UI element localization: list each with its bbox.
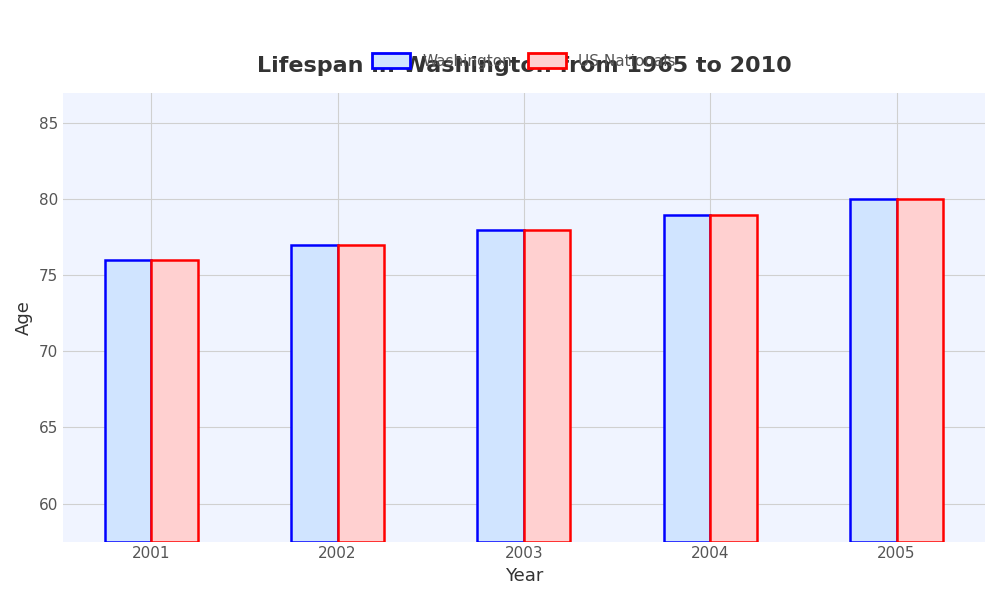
Bar (524, 230, 570, 542)
Bar (151, 260, 198, 542)
Bar (850, 199, 897, 542)
Bar (291, 245, 338, 542)
Bar (477, 230, 524, 542)
X-axis label: Year: Year (505, 567, 543, 585)
Bar (105, 260, 151, 542)
Bar (664, 215, 710, 542)
Title: Lifespan in Washington from 1965 to 2010: Lifespan in Washington from 1965 to 2010 (257, 56, 791, 76)
Bar (710, 215, 757, 542)
Legend: Washington, US Nationals: Washington, US Nationals (366, 47, 682, 75)
Bar (338, 245, 384, 542)
Bar (897, 199, 943, 542)
Y-axis label: Age: Age (15, 300, 33, 335)
